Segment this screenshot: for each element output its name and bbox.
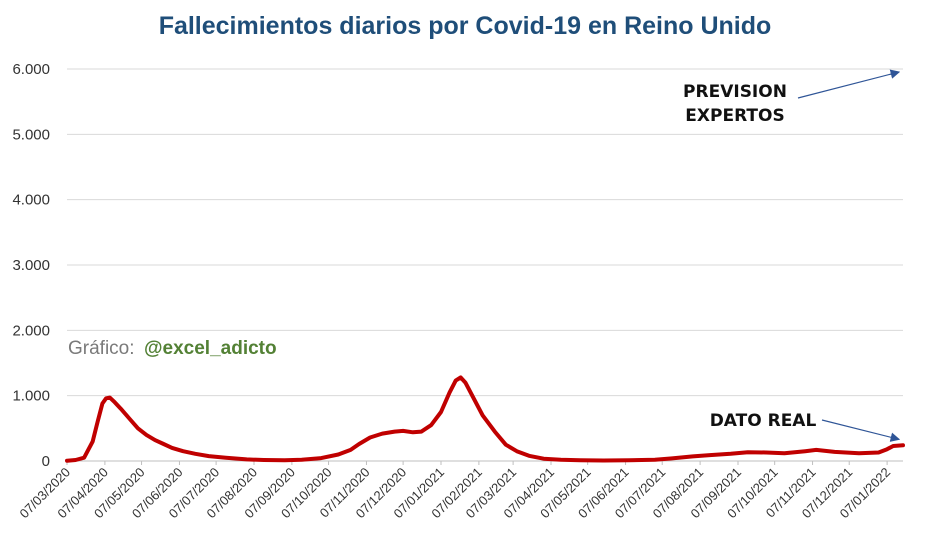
y-tick-label: 2.000 <box>12 322 50 339</box>
y-tick-label: 5.000 <box>12 126 50 143</box>
annotation-text: PREVISION <box>683 82 787 102</box>
annotation-text: EXPERTOS <box>685 106 784 126</box>
gridlines <box>67 68 903 462</box>
series-line <box>65 375 905 463</box>
y-tick-label: 3.000 <box>12 257 50 274</box>
annotation-text: DATO REAL <box>710 411 817 431</box>
y-axis-ticks: 0 1.000 2.000 3.000 4.000 5.000 6.000 <box>12 61 50 470</box>
annotation-arrow <box>821 419 901 442</box>
x-axis-ticks: 07/03/202007/04/202007/05/202007/06/2020… <box>16 461 893 521</box>
y-tick-label: 0 <box>42 453 50 470</box>
annotations: PREVISION EXPERTOS DATO REAL <box>683 69 901 442</box>
y-tick-label: 4.000 <box>12 192 50 209</box>
series-group <box>65 375 905 463</box>
annotation-arrow <box>797 69 901 99</box>
y-tick-label: 1.000 <box>12 388 50 405</box>
y-tick-label: 6.000 <box>12 61 50 78</box>
credit-prefix: Gráfico: <box>68 338 135 359</box>
credit-handle: @excel_adicto <box>144 338 277 359</box>
chart-title: Fallecimientos diarios por Covid-19 en R… <box>158 12 772 40</box>
chart-credit: Gráfico: @excel_adicto <box>68 338 277 359</box>
